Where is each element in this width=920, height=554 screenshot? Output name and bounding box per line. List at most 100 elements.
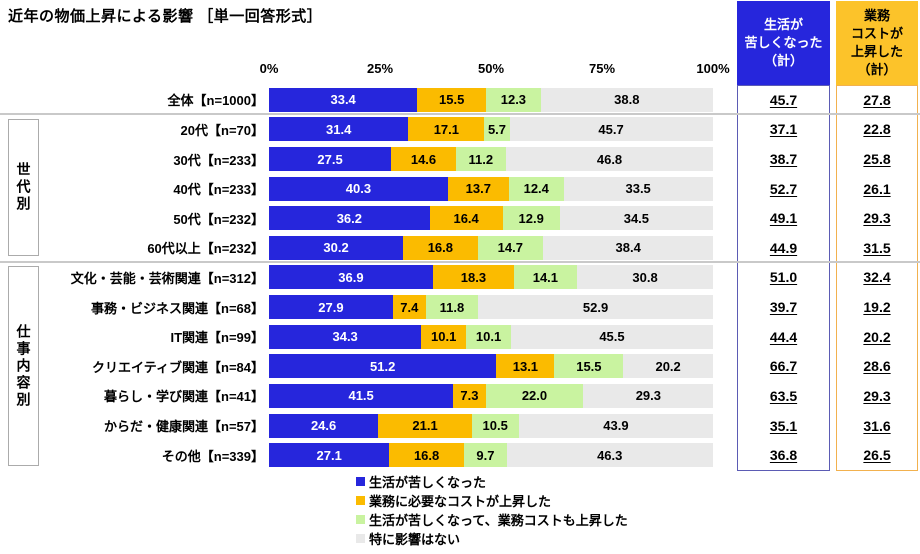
bar-segment: 7.4	[392, 295, 426, 320]
summary-value-life: 66.7	[769, 358, 798, 375]
bar-segment: 5.7	[484, 117, 510, 142]
legend: 生活が苦しくなった 業務に必要なコストが上昇した 生活が苦しくなって、業務コスト…	[356, 472, 628, 548]
chart-row: その他【n=339】 27.1 16.8 9.7 46.3 36.8 26.5	[0, 440, 920, 470]
bar-segment: 29.3	[583, 383, 714, 408]
bar-segment: 34.3	[269, 324, 422, 349]
chart-title: 近年の物価上昇による影響 ［単一回答形式］	[8, 8, 323, 25]
summary-value-cost: 31.5	[863, 239, 891, 256]
bar-segment: 15.5	[417, 87, 487, 112]
bar-segment: 22.0	[485, 383, 584, 408]
legend-item: 業務に必要なコストが上昇した	[356, 491, 628, 510]
legend-label: 生活が苦しくなって、業務コストも上昇した	[369, 513, 628, 528]
group-separator	[0, 261, 920, 263]
bar-segment: 10.1	[421, 324, 467, 349]
bar: 40.3 13.7 12.4 33.5	[269, 176, 713, 201]
bar-segment: 10.1	[466, 324, 511, 349]
group-box-generation: 世代別	[8, 119, 39, 256]
chart-row: 事務・ビジネス関連【n=68】 27.9 7.4 11.8 52.9 39.7 19.…	[0, 292, 920, 322]
summary-value-life: 37.1	[769, 121, 798, 138]
bar-segment: 45.5	[510, 324, 713, 349]
axis-tick: 100%	[696, 61, 730, 76]
bar-segment: 38.8	[540, 87, 713, 112]
bar-segment: 27.5	[269, 147, 392, 172]
bar-segment: 36.9	[269, 265, 433, 290]
chart-row: 40代【n=233】 40.3 13.7 12.4 33.5 52.7 26.1	[0, 174, 920, 204]
bar: 30.2 16.8 14.7 38.4	[269, 235, 714, 260]
bar-segment: 30.2	[269, 235, 404, 260]
row-label: 60代以上【n=232】	[147, 241, 264, 257]
bar-segment: 24.6	[269, 413, 379, 438]
bar: 31.4 17.1 5.7 45.7	[269, 117, 713, 142]
summary-value-life: 44.9	[769, 239, 798, 256]
bar-segment: 46.3	[506, 443, 713, 468]
bar-segment: 16.4	[429, 206, 503, 231]
legend-swatch-icon	[356, 477, 365, 486]
bar: 51.2 13.1 15.5 20.2	[269, 354, 713, 379]
bar-segment: 14.7	[477, 235, 543, 260]
bar-segment: 45.7	[509, 117, 713, 142]
bar: 34.3 10.1 10.1 45.5	[269, 324, 713, 349]
summary-value-life: 52.7	[769, 180, 798, 197]
row-label: 文化・芸能・芸術関連【n=312】	[70, 270, 264, 286]
bar-segment: 11.8	[425, 295, 479, 320]
legend-label: 特に影響はない	[369, 532, 461, 547]
bar-segment: 34.5	[559, 206, 713, 231]
axis-tick: 50%	[477, 61, 505, 76]
chart-row: 50代【n=232】 36.2 16.4 12.9 34.5 49.1 29.3	[0, 203, 920, 233]
bar-segment: 41.5	[269, 383, 454, 408]
axis-tick: 0%	[259, 61, 279, 76]
bar-segment: 15.5	[554, 354, 624, 379]
summary-value-life: 38.7	[769, 151, 798, 168]
summary-value-life: 49.1	[769, 210, 798, 227]
legend-swatch-icon	[356, 534, 365, 543]
axis-tick: 25%	[366, 61, 394, 76]
chart-row: クリエイティブ関連【n=84】 51.2 13.1 15.5 20.2 66.7 28…	[0, 351, 920, 381]
bar-segment: 12.4	[508, 176, 564, 201]
summary-value-life: 44.4	[769, 328, 798, 345]
bar-segment: 17.1	[408, 117, 485, 142]
bar-segment: 9.7	[463, 443, 507, 468]
chart-row: 文化・芸能・芸術関連【n=312】 36.9 18.3 14.1 30.8 51.0 …	[0, 263, 920, 293]
bar: 33.4 15.5 12.3 38.8	[269, 87, 713, 112]
summary-value-cost: 20.2	[863, 328, 891, 345]
legend-swatch-icon	[356, 496, 365, 505]
row-label: 40代【n=233】	[173, 182, 264, 198]
chart-row: 60代以上【n=232】 30.2 16.8 14.7 38.4 44.9 31.5	[0, 233, 920, 263]
bar-segment: 16.8	[403, 235, 478, 260]
bar-segment: 7.3	[453, 383, 486, 408]
summary-value-life: 63.5	[769, 387, 798, 404]
bar-segment: 21.1	[378, 413, 472, 438]
row-label: その他【n=339】	[161, 448, 264, 464]
bar-segment: 40.3	[269, 176, 448, 201]
bar: 27.5 14.6 11.2 46.8	[269, 147, 714, 172]
summary-value-cost: 29.3	[863, 387, 891, 404]
legend-label: 生活が苦しくなった	[369, 475, 487, 490]
bar-segment: 33.5	[563, 176, 713, 201]
bar-segment: 14.6	[391, 147, 456, 172]
bar-segment: 38.4	[542, 235, 714, 260]
bar-segment: 18.3	[432, 265, 515, 290]
legend-item: 特に影響はない	[356, 529, 628, 548]
chart-row: 20代【n=70】 31.4 17.1 5.7 45.7 37.1 22.8	[0, 115, 920, 145]
chart-row: からだ・健康関連【n=57】 24.6 21.1 10.5 43.9 35.1 31.…	[0, 411, 920, 441]
chart-row: 暮らし・学び関連【n=41】 41.5 7.3 22.0 29.3 63.5 29.3	[0, 381, 920, 411]
legend-swatch-icon	[356, 515, 365, 524]
summary-value-cost: 27.8	[863, 91, 891, 108]
summary-column-cost-box	[836, 85, 918, 471]
row-label: からだ・健康関連【n=57】	[104, 419, 264, 434]
group-separator	[0, 113, 920, 115]
bar-segment: 27.9	[269, 295, 393, 320]
row-label: 30代【n=233】	[173, 152, 264, 168]
row-label: 全体【n=1000】	[167, 93, 264, 109]
chart-row: IT関連【n=99】 34.3 10.1 10.1 45.5 44.4 20.2	[0, 322, 920, 352]
summary-value-life: 51.0	[769, 269, 798, 286]
bar-segment: 10.5	[471, 413, 519, 438]
summary-value-cost: 32.4	[863, 269, 891, 286]
row-label: 20代【n=70】	[180, 122, 264, 138]
summary-header-life: 生活が 苦しくなった （計）	[737, 1, 830, 85]
summary-value-cost: 25.8	[863, 151, 891, 168]
chart-row: 30代【n=233】 27.5 14.6 11.2 46.8 38.7 25.8	[0, 144, 920, 174]
summary-header-cost: 業務 コストが 上昇した （計）	[836, 1, 918, 85]
bar-segment: 12.9	[502, 206, 560, 231]
